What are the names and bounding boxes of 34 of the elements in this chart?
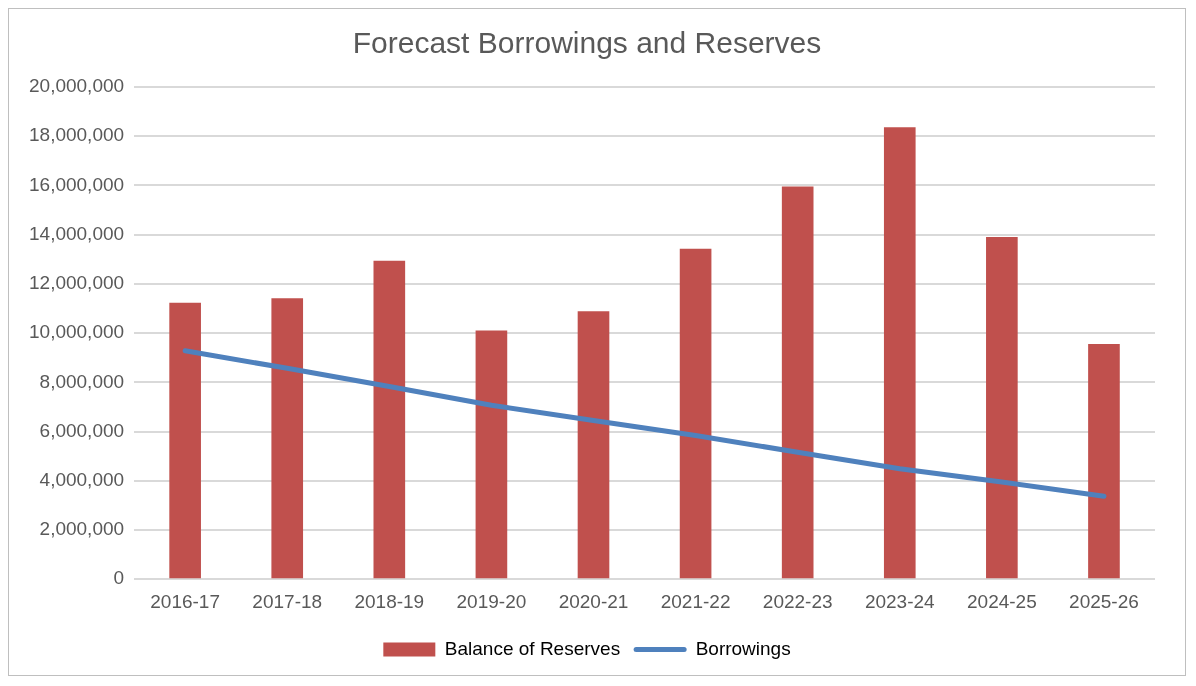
bar: [169, 302, 201, 579]
y-tick-label: 10,000,000: [29, 321, 125, 343]
bar: [883, 127, 916, 579]
legend-label: Borrowings: [695, 637, 791, 659]
bar: [577, 311, 610, 579]
bar: [373, 260, 406, 579]
bar: [986, 236, 1018, 579]
x-tick-label: 2022-23: [762, 590, 833, 612]
y-tick-label: 6,000,000: [39, 419, 125, 441]
x-tick-label: 2020-21: [558, 590, 629, 612]
y-tick-label: 14,000,000: [29, 222, 125, 244]
y-tick-label: 0: [113, 567, 125, 589]
x-tick-label: 2019-20: [456, 590, 527, 612]
x-tick-label: 2025-26: [1069, 590, 1139, 612]
y-tick-label: 4,000,000: [39, 468, 125, 490]
y-tick-label: 18,000,000: [29, 124, 125, 146]
bar: [1088, 343, 1120, 579]
x-tick-label: 2024-25: [967, 590, 1037, 612]
bar: [475, 330, 508, 579]
bar: [679, 248, 712, 579]
y-tick-label: 8,000,000: [39, 370, 125, 392]
x-tick-label: 2023-24: [864, 590, 936, 612]
legend-label: Balance of Reserves: [444, 637, 621, 659]
y-tick-label: 16,000,000: [29, 173, 125, 195]
chart-title: Forecast Borrowings and Reserves: [352, 26, 822, 60]
x-tick-label: 2018-19: [354, 590, 425, 612]
y-tick-label: 20,000,000: [29, 75, 125, 97]
bar: [781, 186, 814, 579]
x-tick-label: 2021-22: [660, 590, 731, 612]
x-tick-label: 2017-18: [252, 590, 323, 612]
y-tick-label: 2,000,000: [39, 518, 125, 540]
y-tick-label: 12,000,000: [29, 272, 125, 294]
bar: [271, 298, 304, 579]
x-tick-label: 2016-17: [150, 590, 221, 612]
